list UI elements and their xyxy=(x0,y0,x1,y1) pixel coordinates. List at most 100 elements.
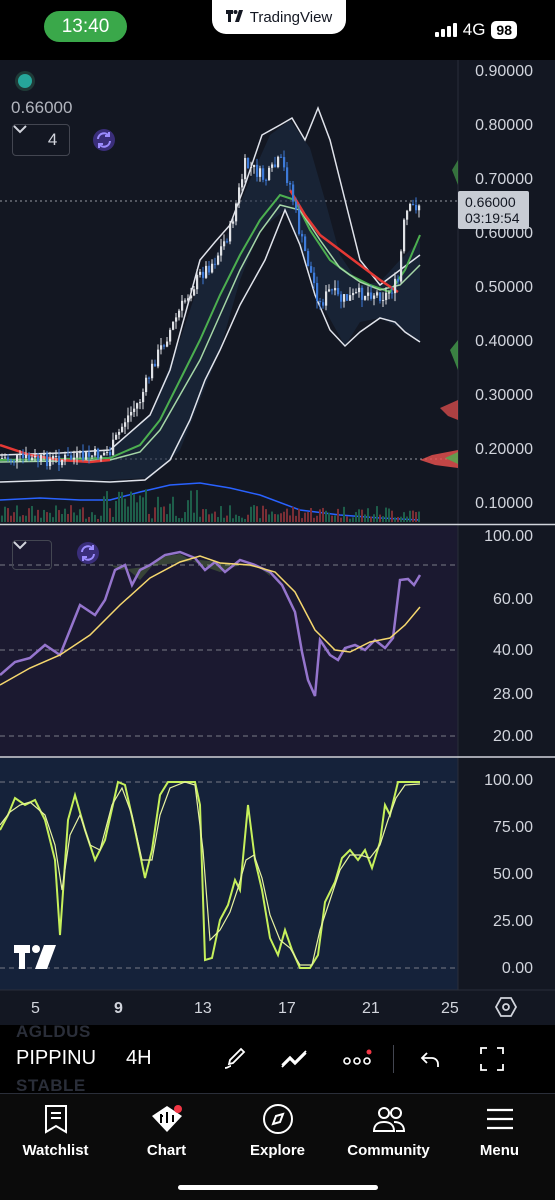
candle-body xyxy=(109,451,112,456)
candle-body xyxy=(130,411,133,416)
volume-bar xyxy=(178,518,180,522)
candles-series xyxy=(1,150,421,472)
more-options-icon[interactable] xyxy=(341,1043,373,1075)
candle-body xyxy=(412,203,415,205)
tab-label: Menu xyxy=(479,1142,520,1159)
candle-body xyxy=(76,452,79,458)
candle-body xyxy=(163,345,166,347)
tab-chart[interactable]: Chart xyxy=(111,1102,222,1159)
tab-community[interactable]: Community xyxy=(333,1102,444,1159)
candle-body xyxy=(331,289,334,291)
candle-body xyxy=(229,223,232,242)
candle-body xyxy=(376,292,379,296)
candle-body xyxy=(283,157,286,168)
volume-bar xyxy=(301,518,303,522)
candle-body xyxy=(328,289,331,292)
volume-bar xyxy=(397,516,399,522)
volume-bar xyxy=(70,505,72,522)
volume-bar xyxy=(133,494,135,522)
volume-bar xyxy=(13,512,15,522)
candle-body xyxy=(133,408,136,412)
candle-body xyxy=(124,422,127,427)
candle-body xyxy=(355,292,358,294)
chart-area[interactable]: 0.66000 4 0.90000 0.80000 0.70000 0.6000… xyxy=(0,60,555,1025)
fullscreen-icon[interactable] xyxy=(476,1043,508,1075)
volume-bar xyxy=(127,506,129,522)
next-symbol-ghost: STABLE xyxy=(16,1076,86,1095)
candle-body xyxy=(418,205,421,211)
bookmark-icon xyxy=(44,1102,68,1136)
volume-bar xyxy=(295,515,297,522)
candle-body xyxy=(268,167,271,181)
volume-bar xyxy=(316,515,318,522)
volume-bar xyxy=(115,500,117,522)
stoch-axis-label: 50.00 xyxy=(492,866,533,883)
tab-label: Watchlist xyxy=(22,1142,89,1159)
undo-icon[interactable] xyxy=(414,1043,446,1075)
volume-bar xyxy=(52,517,54,522)
price-axis-label: 0.60000 xyxy=(475,225,533,242)
volume-bar xyxy=(175,515,177,522)
candle-body xyxy=(100,455,103,459)
bottom-tab-bar: Watchlist Chart Explore Community Menu xyxy=(0,1093,555,1200)
candle-body xyxy=(151,363,154,379)
volume-bar xyxy=(268,514,270,522)
app-indicator[interactable]: TradingView xyxy=(212,0,346,34)
candle-body xyxy=(46,453,49,467)
candle-body xyxy=(193,289,196,296)
drawing-tools-icon[interactable] xyxy=(278,1043,310,1075)
candle-body xyxy=(277,156,280,168)
tab-explore[interactable]: Explore xyxy=(222,1102,333,1159)
candle-body xyxy=(19,453,22,455)
timeframe-button[interactable]: 4H xyxy=(126,1047,152,1069)
volume-series xyxy=(1,489,420,522)
price-axis-label: 0.40000 xyxy=(475,333,533,350)
volume-bar xyxy=(79,509,81,522)
candle-body xyxy=(310,266,313,273)
candle-body xyxy=(196,274,199,290)
volume-bar xyxy=(373,514,375,522)
tab-menu[interactable]: Menu xyxy=(444,1102,555,1159)
chart-canvas[interactable] xyxy=(0,60,555,1025)
brush-icon[interactable] xyxy=(218,1043,250,1075)
candle-body xyxy=(346,294,349,301)
candle-body xyxy=(367,292,370,296)
candle-body xyxy=(394,278,397,294)
price-axis-label: 0.10000 xyxy=(475,495,533,512)
volume-bar xyxy=(223,517,225,522)
signal-icon xyxy=(434,23,457,37)
volume-bar xyxy=(196,490,198,522)
candle-body xyxy=(82,451,85,460)
candle-body xyxy=(364,295,367,300)
symbol-button[interactable]: PIPPINU xyxy=(16,1047,97,1069)
candle-body xyxy=(88,452,91,457)
volume-bar xyxy=(349,518,351,522)
candle-body xyxy=(220,246,223,256)
volume-bar xyxy=(247,514,249,522)
candle-body xyxy=(280,156,283,158)
candle-body xyxy=(52,456,55,459)
candle-body xyxy=(1,457,4,459)
rsi-sync-icon[interactable] xyxy=(76,541,100,565)
volume-bar xyxy=(229,505,231,522)
tab-label: Explore xyxy=(249,1142,306,1159)
price-axis-label: 0.20000 xyxy=(475,441,533,458)
tab-watchlist[interactable]: Watchlist xyxy=(0,1102,111,1159)
people-icon xyxy=(372,1102,406,1136)
indicators-toggle-button[interactable]: 4 xyxy=(12,124,70,156)
live-status-icon xyxy=(18,74,32,88)
candle-body xyxy=(202,271,205,278)
rsi-toggle-button[interactable] xyxy=(12,540,52,570)
volume-bar xyxy=(19,516,21,522)
candle-body xyxy=(385,292,388,301)
candle-body xyxy=(265,179,268,181)
sync-icon[interactable] xyxy=(92,128,116,152)
candle-body xyxy=(241,179,244,188)
candle-body xyxy=(235,203,238,222)
candle-body xyxy=(337,288,340,295)
volume-bar xyxy=(238,515,240,522)
candle-body xyxy=(379,292,382,301)
candle-body xyxy=(10,459,13,461)
volume-bar xyxy=(1,515,3,522)
volume-bar xyxy=(193,512,195,522)
